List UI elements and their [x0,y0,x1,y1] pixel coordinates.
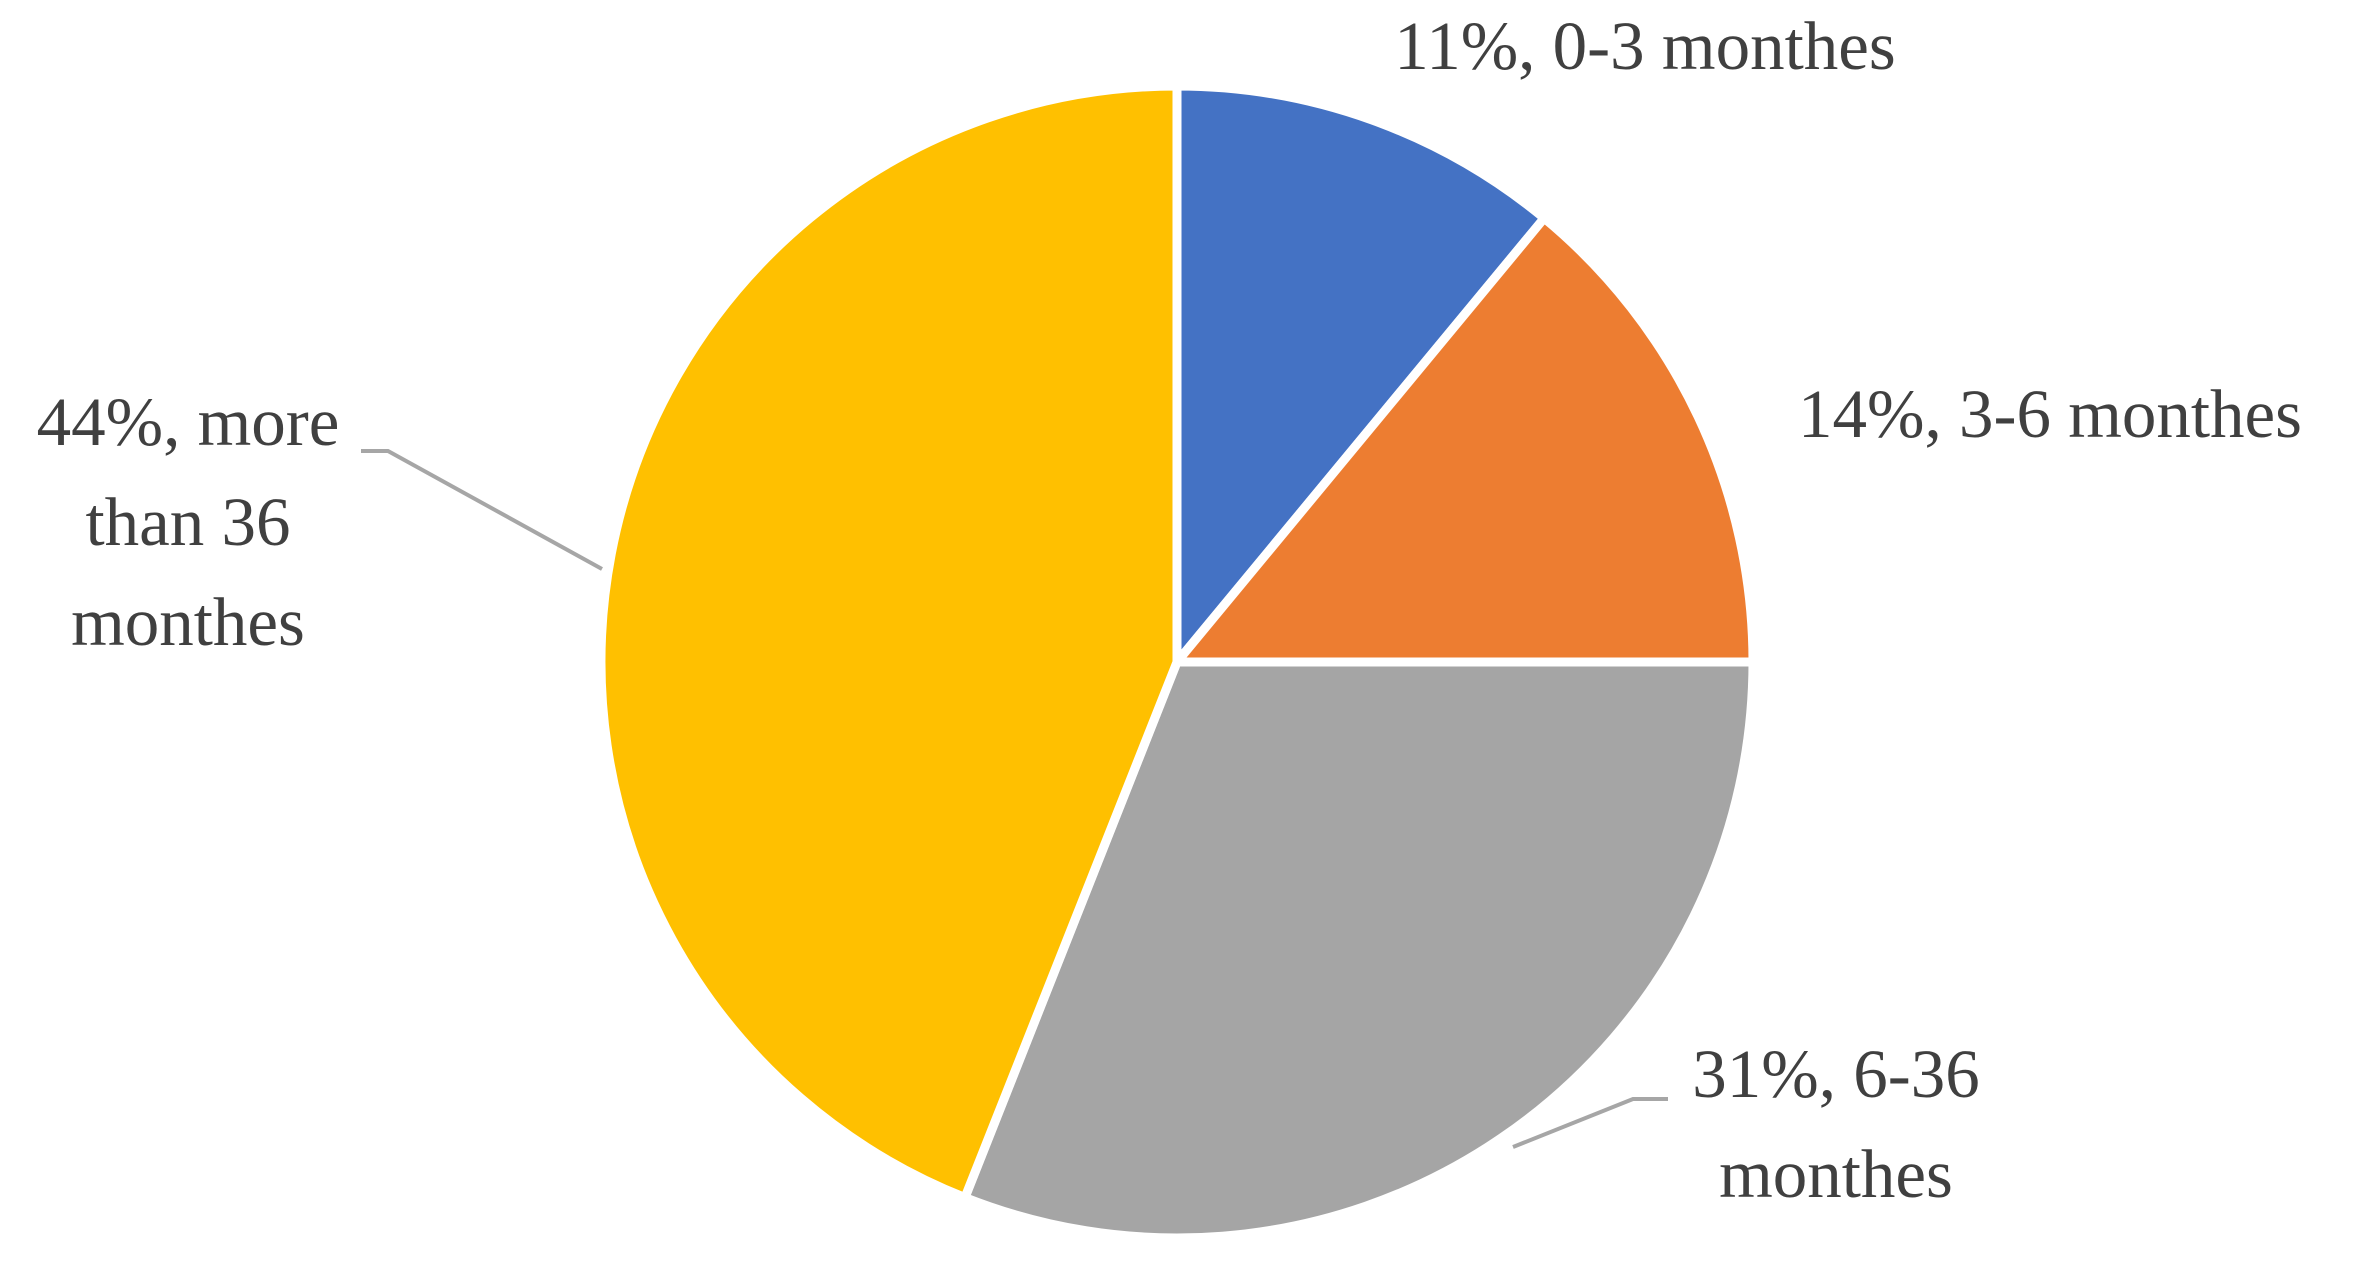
data-label: 44%, more than 36 monthes [37,384,340,660]
data-label: 31%, 6-36 monthes [1692,1036,1979,1212]
pie-slice [1167,211,1758,667]
pie-slice [1172,81,1551,675]
leader-line [361,449,603,571]
pie-slice [959,657,1758,1243]
leader-line [1512,1097,1668,1149]
data-label: 14%, 3-6 monthes [1798,376,2302,452]
pie-slice [596,81,1182,1204]
data-label: 11%, 0-3 monthes [1394,8,1895,84]
